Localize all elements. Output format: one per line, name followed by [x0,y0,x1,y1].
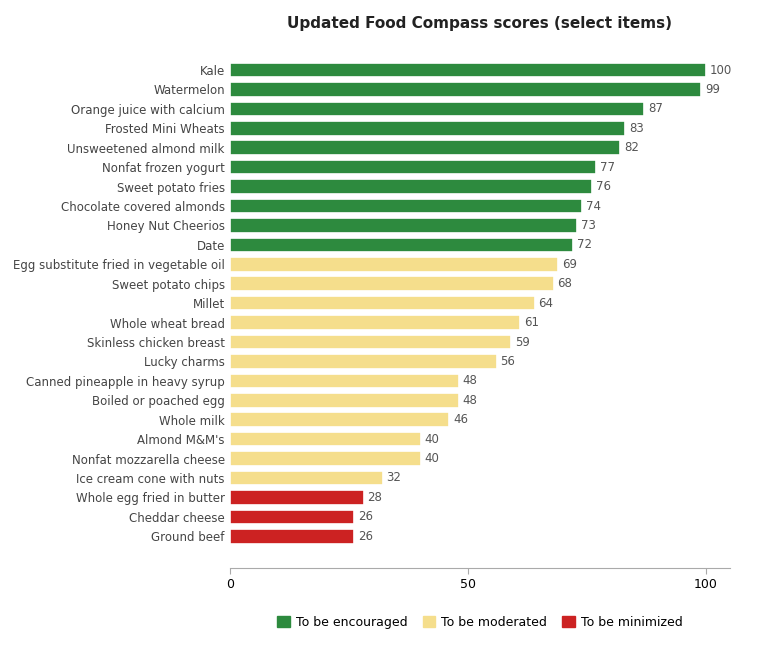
Bar [230,471,382,485]
Bar [230,179,591,194]
Bar [230,121,625,135]
Bar [230,82,701,97]
Legend: To be encouraged, To be moderated, To be minimized: To be encouraged, To be moderated, To be… [272,611,688,634]
Text: 64: 64 [538,297,554,310]
Text: 69: 69 [562,258,578,271]
Bar [230,237,573,252]
Text: 87: 87 [648,103,663,115]
Bar [230,412,449,427]
Bar [230,63,706,77]
Text: 40: 40 [425,433,439,446]
Bar [230,315,521,330]
Text: 28: 28 [367,491,382,504]
Bar [230,257,558,272]
Text: 48: 48 [462,394,477,407]
Bar [230,373,458,388]
Text: 99: 99 [705,83,720,96]
Bar [230,102,644,116]
Bar [230,451,421,466]
Bar [230,510,354,524]
Bar [230,296,535,310]
Bar [230,393,458,408]
Text: 73: 73 [581,219,596,232]
Text: 26: 26 [358,530,372,543]
Text: 82: 82 [624,141,639,154]
Text: 72: 72 [577,239,591,252]
Text: 48: 48 [462,374,477,388]
Text: 77: 77 [601,161,615,174]
Bar [230,199,582,213]
Bar [230,141,621,155]
Bar [230,354,497,369]
Text: 68: 68 [558,277,572,290]
Bar [230,335,511,350]
Text: 100: 100 [710,63,732,77]
Text: 46: 46 [453,413,468,426]
Text: 26: 26 [358,510,372,523]
Bar [230,218,578,233]
Text: 83: 83 [629,122,644,135]
Text: 61: 61 [525,316,539,329]
Text: 74: 74 [586,199,601,212]
Text: 59: 59 [515,335,530,348]
Bar [230,529,354,544]
Text: 32: 32 [386,471,401,484]
Bar [230,277,554,291]
Bar [230,490,363,504]
Title: Updated Food Compass scores (select items): Updated Food Compass scores (select item… [287,15,673,30]
Bar [230,160,597,174]
Text: 40: 40 [425,452,439,465]
Text: 56: 56 [501,355,515,368]
Bar [230,432,421,446]
Text: 76: 76 [595,180,611,193]
